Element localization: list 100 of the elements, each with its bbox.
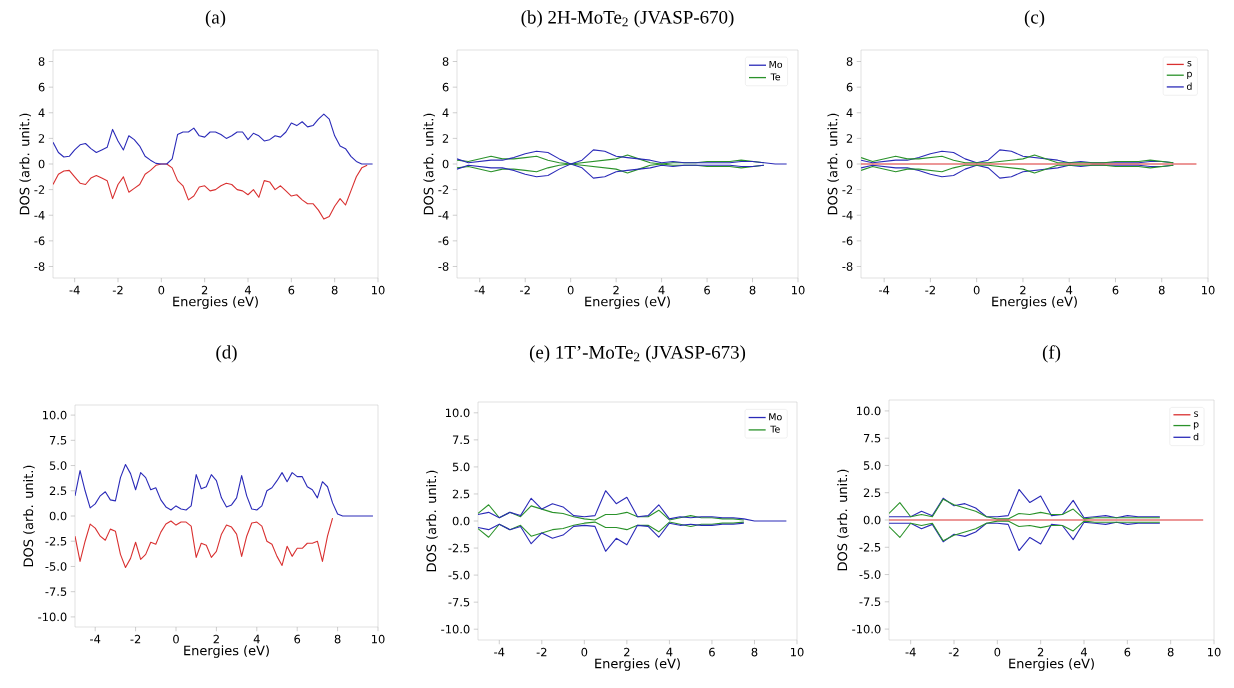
y-tick-label: -2.5 [45,536,67,546]
x-tick-label: 6 [294,634,301,644]
y-tick-label: -2 [438,185,449,194]
x-tick-label: 10 [371,634,385,644]
x-tick-label: 6 [1112,285,1119,295]
x-tick-label: 2 [213,634,219,644]
x-tick-label: -2 [948,647,959,657]
chart-title: (f) [1042,345,1061,363]
y-tick-label: 2.5 [452,489,470,499]
y-tick-label: 10.0 [856,406,881,416]
y-tick-label: 7.5 [49,436,67,445]
y-tick-label: -6 [842,236,853,246]
x-tick-label: 8 [1167,647,1174,657]
x-tick-label: 6 [704,285,710,295]
chart-title: (c) [1024,10,1045,28]
x-axis-title: Energies (eV) [992,296,1077,309]
x-tick-label: 10 [1207,647,1221,657]
y-tick-label: 7.5 [863,433,881,443]
y-tick-label: 4 [846,108,853,117]
y-tick-label: 7.5 [452,435,470,445]
x-tick-label: 10 [1201,285,1215,295]
x-tick-label: 2 [613,285,619,295]
x-tick-label: 10 [790,647,804,657]
y-tick-label: 8 [846,57,853,66]
y-tick-label: 5.0 [452,462,470,472]
x-tick-label: -4 [878,285,890,295]
y-tick-label: -2 [34,185,45,194]
y-tick-label: 10.0 [445,408,470,418]
y-tick-label: 10.0 [42,410,67,420]
x-tick-label: 10 [371,285,385,295]
chart-title: (e) 1T’-MoTe$_{2}$ (JVASP-673) [529,345,746,363]
x-tick-label: -4 [474,285,485,295]
x-tick-label: 8 [334,634,341,644]
x-tick-label: 0 [173,634,179,644]
x-tick-label: 2 [1037,647,1044,657]
y-tick-label: 2.5 [863,488,881,498]
legend-label: Te [770,425,780,433]
y-tick-label: -2.5 [859,542,881,552]
x-tick-label: 4 [666,647,673,657]
legend-label: Mo [769,413,782,421]
y-tick-label: 0 [442,159,449,169]
y-tick-label: 2 [846,134,853,143]
y-tick-label: -5.0 [448,570,470,580]
y-tick-label: 6 [38,82,45,92]
y-tick-label: 8 [38,57,45,66]
chart-title: (a) [205,10,226,28]
x-tick-label: 4 [253,634,260,644]
y-tick-label: -5.0 [45,562,67,571]
y-tick-label: -5.0 [859,570,881,579]
y-tick-label: 0.0 [863,515,881,525]
x-tick-label: -2 [130,634,141,644]
x-tick-label: -4 [69,285,80,295]
y-axis-title: DOS (arb. unit.) [19,113,31,215]
x-axis-title: Energies (eV) [184,645,269,658]
x-tick-label: 0 [994,647,1001,657]
y-axis-title: DOS (arb. unit.) [426,470,438,572]
legend-label: s [1194,411,1199,417]
y-tick-label: 4 [38,108,45,117]
x-axis-title: Energies (eV) [595,658,680,671]
y-tick-label: -8 [438,262,449,271]
y-tick-label: -4 [34,211,45,220]
y-tick-label: -6 [34,236,45,246]
y-tick-label: 6 [442,82,449,92]
x-tick-label: 8 [749,285,756,295]
y-tick-label: -8 [34,262,45,271]
x-tick-label: 0 [567,285,574,295]
y-tick-label: -6 [438,236,449,246]
y-tick-label: 5.0 [863,461,881,470]
y-tick-label: 0.0 [452,516,470,526]
y-tick-label: -7.5 [448,597,470,607]
x-tick-label: 6 [709,647,715,657]
legend-label: Te [770,73,781,81]
legend-label: Mo [769,61,783,69]
x-tick-label: 4 [658,285,665,295]
x-tick-label: 4 [1066,285,1073,295]
legend-label: d [1193,432,1199,441]
y-tick-label: -4 [842,211,853,220]
y-tick-label: 5.0 [49,461,67,470]
chart-title: (d) [216,345,237,363]
x-tick-label: -2 [536,647,547,657]
y-tick-label: 4 [442,108,449,117]
y-tick-label: -2.5 [448,543,470,553]
y-tick-label: 0 [846,159,853,169]
x-tick-label: 2 [201,285,208,295]
x-tick-label: 4 [244,285,251,295]
chart-title: (b) 2H-MoTe$_{2}$ (JVASP-670) [521,10,734,28]
x-tick-label: 0 [973,285,980,295]
x-tick-label: -2 [520,285,530,295]
y-tick-label: -8 [842,262,853,271]
y-tick-label: -10.0 [852,624,881,634]
y-tick-label: -2 [842,185,853,194]
y-axis-title: DOS (arb. unit.) [423,113,435,215]
x-axis-title: Energies (eV) [173,296,258,309]
y-tick-label: 2 [442,134,449,143]
x-tick-label: -4 [494,647,505,657]
y-tick-label: -10.0 [441,624,470,634]
x-tick-label: 0 [581,647,588,657]
x-tick-label: 6 [288,285,295,295]
y-tick-label: -10.0 [38,612,67,622]
x-tick-label: 4 [1080,647,1088,657]
